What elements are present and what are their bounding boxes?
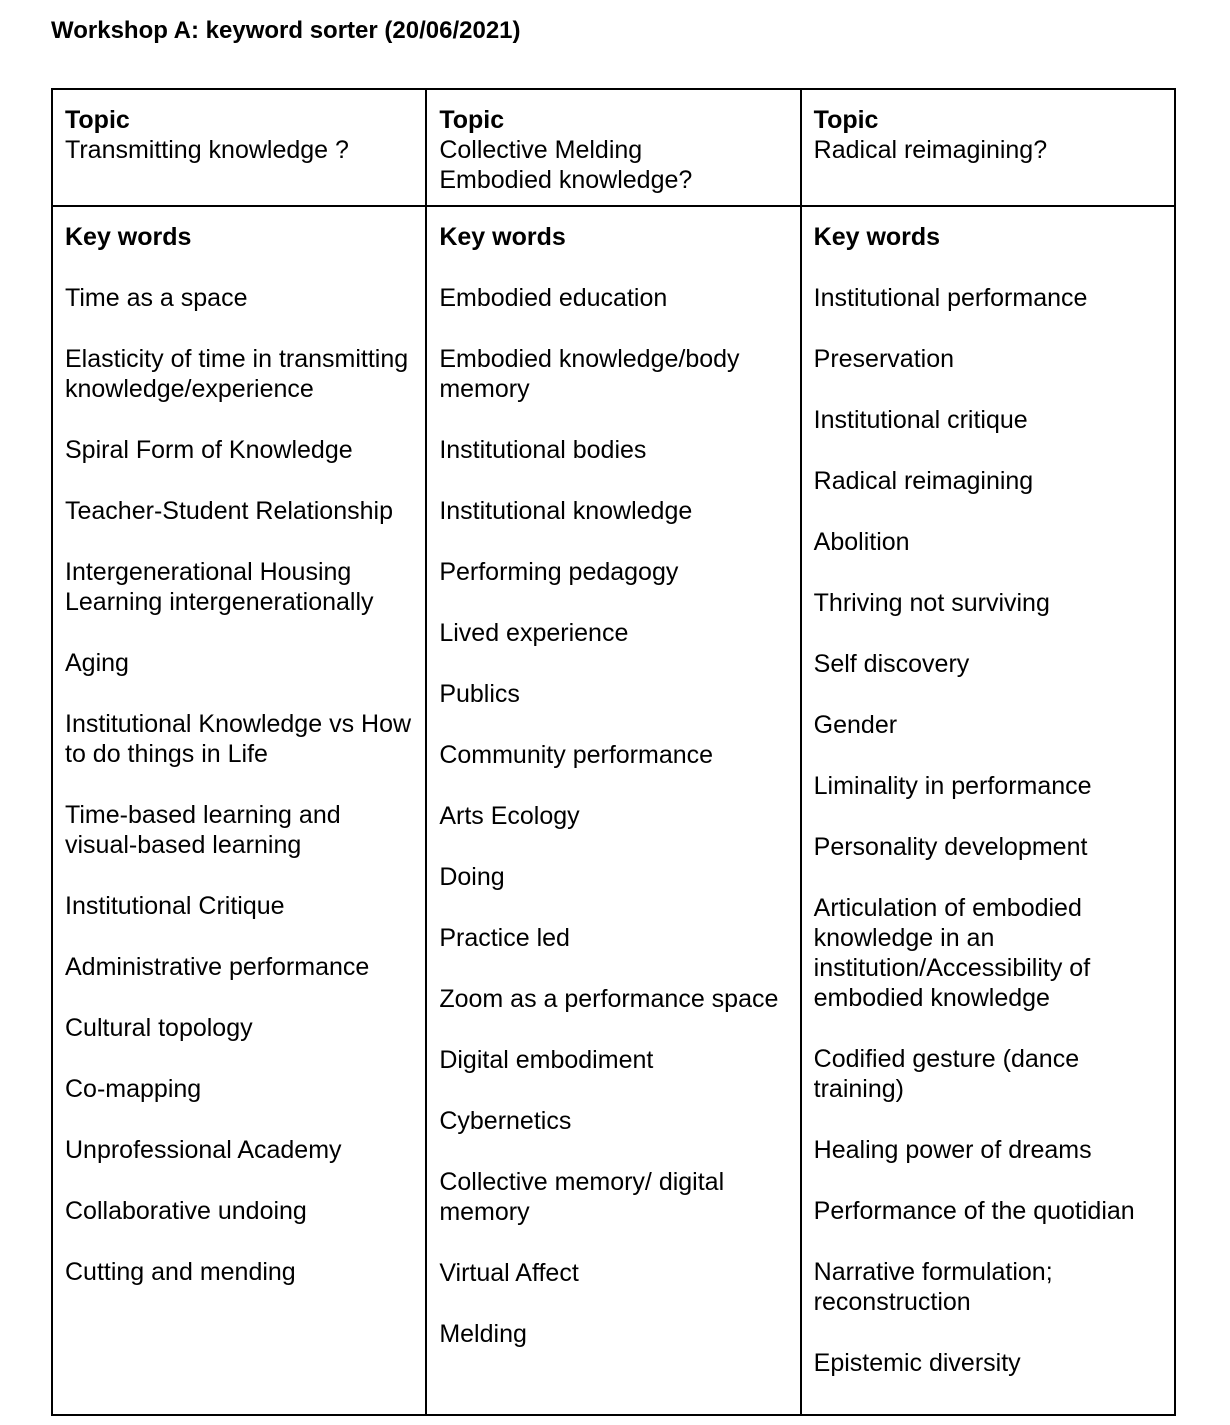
- topic-cell: Topic Collective Melding Embodied knowledg…: [425, 88, 802, 207]
- keywords-cell: Key words Embodied education Embodied know…: [425, 205, 802, 1416]
- keyword-table: Topic Transmitting knowledge ? Topic Colle…: [50, 88, 1177, 1416]
- keyword-item: Practice led: [439, 924, 570, 952]
- keywords-label: Key words: [813, 223, 941, 251]
- keyword-item: Lived experience: [439, 619, 629, 647]
- keywords-label: Key words: [65, 223, 192, 251]
- keyword-item: Aging: [65, 649, 129, 677]
- keyword-item: Cybernetics: [439, 1107, 572, 1135]
- keyword-item: Healing power of dreams: [813, 1136, 1092, 1164]
- keywords-label: Key words: [439, 223, 566, 251]
- keyword-item: Institutional bodies: [439, 436, 647, 464]
- keyword-item: Codified gesture (dance training): [813, 1045, 1080, 1103]
- keyword-item: Virtual Affect: [439, 1259, 579, 1287]
- page-title: Workshop A: keyword sorter (20/06/2021): [51, 17, 521, 44]
- keyword-item: Doing: [439, 863, 505, 891]
- keyword-item: Gender: [813, 711, 898, 739]
- keyword-item: Embodied education: [439, 284, 668, 312]
- keyword-item: Time as a space: [65, 284, 248, 312]
- keyword-item: Teacher-Student Relationship: [65, 497, 393, 525]
- keywords-cell: Key words Institutional performance Preser…: [799, 205, 1177, 1416]
- keywords-row: Key words Time as a space Elasticity of ti…: [50, 205, 1177, 1416]
- keyword-item: Zoom as a performance space: [439, 985, 779, 1013]
- keyword-item: Radical reimagining: [813, 467, 1034, 495]
- topic-text: Collective Melding: [439, 136, 643, 164]
- keyword-item: Liminality in performance: [813, 772, 1092, 800]
- keyword-item: Unprofessional Academy: [65, 1136, 342, 1164]
- topic-text: Radical reimagining?: [813, 136, 1048, 164]
- topic-text: Embodied knowledge?: [439, 166, 693, 194]
- keyword-item: Cultural topology: [65, 1014, 253, 1042]
- keyword-item: Digital embodiment: [439, 1046, 654, 1074]
- topic-cell: Topic Transmitting knowledge ?: [50, 88, 428, 207]
- keyword-item: Institutional knowledge: [439, 497, 693, 525]
- keyword-item: Institutional performance: [813, 284, 1088, 312]
- keyword-item: Spiral Form of Knowledge: [65, 436, 353, 464]
- keyword-item: Time-based learning and visual-based lea…: [65, 801, 341, 859]
- topic-row: Topic Transmitting knowledge ? Topic Colle…: [50, 88, 1177, 207]
- keyword-item: Narrative formulation; reconstruction: [813, 1258, 1053, 1316]
- topic-label: Topic: [439, 106, 505, 134]
- keyword-item: Cutting and mending: [65, 1258, 296, 1286]
- keyword-item: Embodied knowledge/body memory: [439, 345, 740, 403]
- topic-cell: Topic Radical reimagining?: [799, 88, 1177, 207]
- keyword-item: Community performance: [439, 741, 714, 769]
- keyword-item: Institutional critique: [813, 406, 1028, 434]
- keyword-item: Publics: [439, 680, 520, 708]
- keyword-item: Performance of the quotidian: [813, 1197, 1135, 1225]
- keyword-item: Thriving not surviving: [813, 589, 1050, 617]
- topic-label: Topic: [65, 106, 130, 134]
- keyword-item: Co-mapping: [65, 1075, 202, 1103]
- topic-text: Transmitting knowledge ?: [65, 136, 349, 164]
- keyword-item: Institutional Critique: [65, 892, 285, 920]
- topic-label: Topic: [813, 106, 879, 134]
- keyword-item: Personality development: [813, 833, 1088, 861]
- keyword-item: Articulation of embodied knowledge in an…: [813, 894, 1091, 1012]
- keyword-item: Performing pedagogy: [439, 558, 679, 586]
- keywords-cell: Key words Time as a space Elasticity of ti…: [50, 205, 428, 1416]
- keyword-item: Epistemic diversity: [813, 1349, 1021, 1377]
- keyword-item: Elasticity of time in transmitting knowl…: [65, 345, 409, 403]
- keyword-item: Collective memory/ digital memory: [439, 1168, 725, 1226]
- keyword-item: Preservation: [813, 345, 955, 373]
- keyword-item: Collaborative undoing: [65, 1197, 307, 1225]
- keyword-item: Intergenerational Housing Learning inter…: [65, 558, 374, 616]
- keyword-item: Melding: [439, 1320, 527, 1348]
- keyword-item: Self discovery: [813, 650, 970, 678]
- keyword-item: Administrative performance: [65, 953, 370, 981]
- keyword-item: Abolition: [813, 528, 910, 556]
- keyword-item: Institutional Knowledge vs How to do thi…: [65, 710, 412, 768]
- keyword-item: Arts Ecology: [439, 802, 580, 830]
